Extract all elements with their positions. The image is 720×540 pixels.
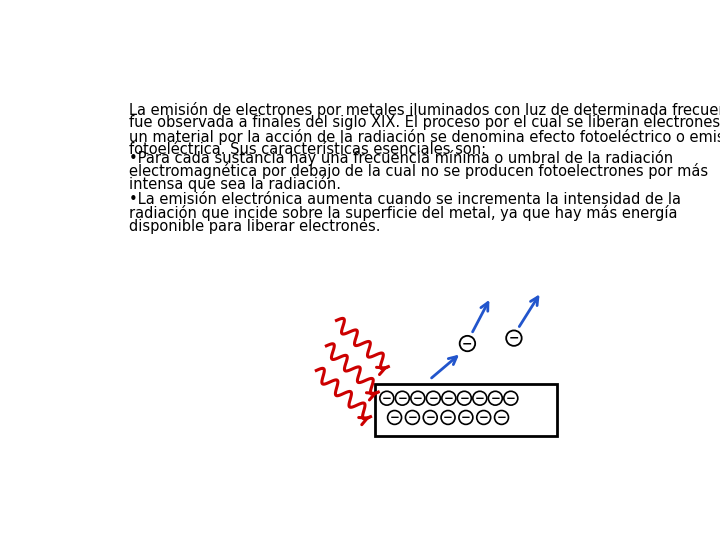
Text: −: − xyxy=(459,392,469,404)
Text: •Para cada sustancia hay una frecuencia mínima o umbral de la radiación: •Para cada sustancia hay una frecuencia … xyxy=(129,150,673,165)
Text: −: − xyxy=(428,392,438,404)
Text: −: − xyxy=(426,411,435,424)
Text: −: − xyxy=(443,411,453,424)
Text: −: − xyxy=(408,411,418,424)
Text: −: − xyxy=(479,411,489,424)
Text: −: − xyxy=(475,392,485,404)
Text: −: − xyxy=(490,392,500,404)
Text: −: − xyxy=(462,337,472,350)
Circle shape xyxy=(405,410,419,424)
Text: La emisión de electrones por metales iluminados con luz de determinada frecuenci: La emisión de electrones por metales ilu… xyxy=(129,102,720,118)
Text: −: − xyxy=(397,392,408,404)
Circle shape xyxy=(395,392,409,405)
Circle shape xyxy=(473,392,487,405)
Text: −: − xyxy=(506,392,516,404)
Circle shape xyxy=(423,410,437,424)
Text: un material por la acción de la radiación se denomina efecto fotoeléctrico o emi: un material por la acción de la radiació… xyxy=(129,129,720,145)
Circle shape xyxy=(488,392,503,405)
Circle shape xyxy=(426,392,441,405)
Text: −: − xyxy=(461,411,471,424)
Text: •La emisión electrónica aumenta cuando se incrementa la intensidad de la: •La emisión electrónica aumenta cuando s… xyxy=(129,192,680,207)
Circle shape xyxy=(459,336,475,351)
Bar xyxy=(375,383,557,436)
Text: −: − xyxy=(497,411,506,424)
Text: −: − xyxy=(508,332,519,345)
Circle shape xyxy=(441,410,455,424)
Text: −: − xyxy=(444,392,454,404)
Circle shape xyxy=(380,392,394,405)
Circle shape xyxy=(457,392,472,405)
Circle shape xyxy=(442,392,456,405)
Text: intensa que sea la radiación.: intensa que sea la radiación. xyxy=(129,177,341,192)
Circle shape xyxy=(495,410,508,424)
Text: −: − xyxy=(413,392,423,404)
Circle shape xyxy=(411,392,425,405)
Text: fue observada a finales del siglo XIX. El proceso por el cual se liberan electro: fue observada a finales del siglo XIX. E… xyxy=(129,115,720,130)
Text: radiación que incide sobre la superficie del metal, ya que hay más energía: radiación que incide sobre la superficie… xyxy=(129,205,678,221)
Circle shape xyxy=(506,330,522,346)
Text: disponible para liberar electrones.: disponible para liberar electrones. xyxy=(129,219,380,234)
Text: fotoeléctrica. Sus características esenciales son:: fotoeléctrica. Sus características esenc… xyxy=(129,142,486,157)
Text: −: − xyxy=(382,392,392,404)
Text: −: − xyxy=(390,411,400,424)
Circle shape xyxy=(477,410,490,424)
Circle shape xyxy=(504,392,518,405)
Circle shape xyxy=(459,410,473,424)
Circle shape xyxy=(387,410,402,424)
Text: electromagnética por debajo de la cual no se producen fotoelectrones por más: electromagnética por debajo de la cual n… xyxy=(129,163,708,179)
